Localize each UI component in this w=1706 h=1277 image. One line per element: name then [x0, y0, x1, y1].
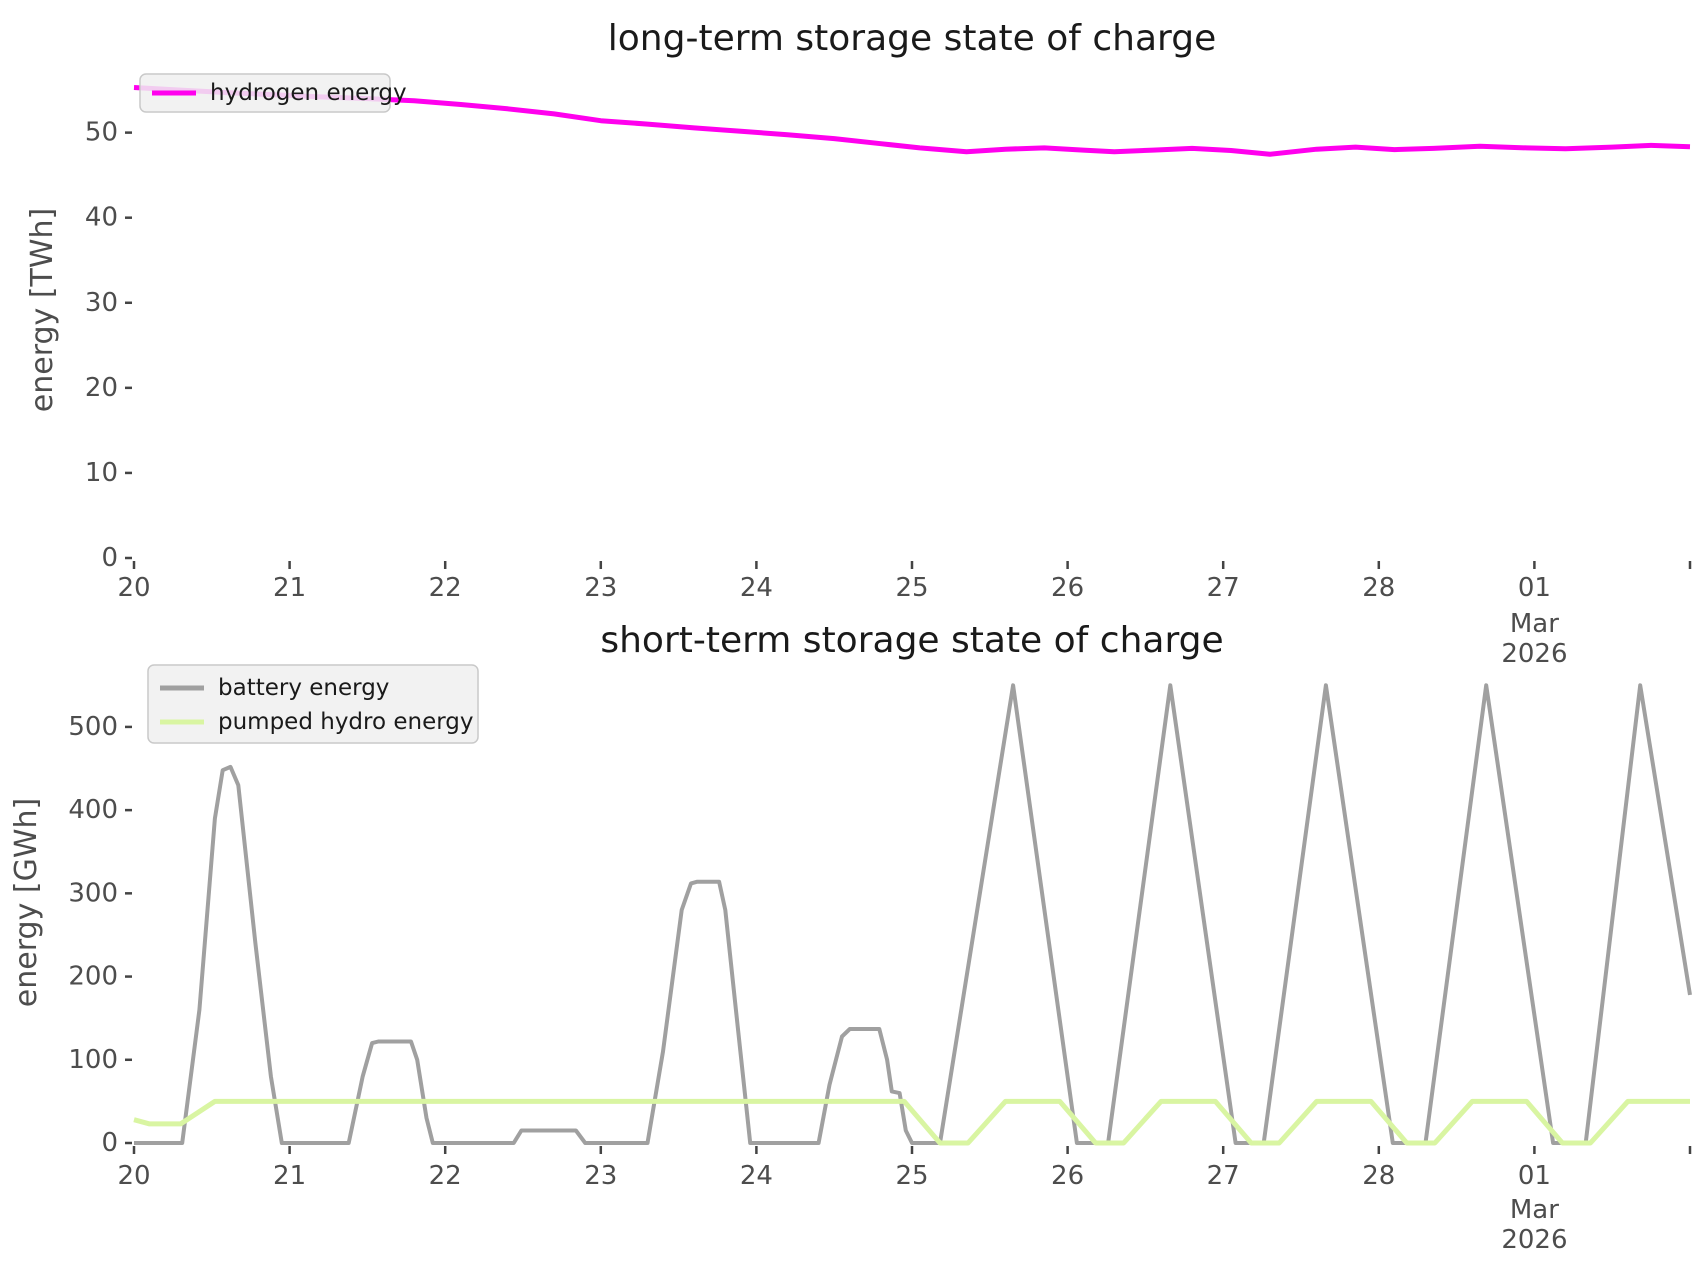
x-tick-label: 21: [273, 1161, 306, 1191]
y-tick-label: 0: [101, 1128, 118, 1158]
chart-title: short-term storage state of charge: [600, 620, 1223, 661]
legend-label: pumped hydro energy: [218, 709, 474, 735]
y-axis-label: energy [GWh]: [9, 798, 44, 1007]
chart-0: long-term storage state of charge energy …: [25, 18, 1692, 669]
x-tick-label: 26: [1051, 1161, 1084, 1191]
y-tick-label: 100: [68, 1045, 118, 1075]
x-tick-sublabel: Mar: [1510, 1195, 1559, 1225]
y-tick-label: 30: [85, 288, 118, 318]
x-tick-label: 20: [117, 573, 150, 603]
chart-1: short-term storage state of charge energy…: [9, 620, 1692, 1255]
y-tick-label: 200: [68, 962, 118, 992]
hydrogen-energy-line: [133, 85, 1691, 157]
x-tick-label: 25: [895, 1161, 928, 1191]
x-tick-label: 20: [117, 1161, 150, 1191]
y-tick-label: 40: [85, 203, 118, 233]
x-tick-label: 21: [273, 573, 306, 603]
x-tick-label: 27: [1207, 573, 1240, 603]
y-tick-label: 50: [85, 118, 118, 148]
x-tick-label: 01: [1518, 573, 1551, 603]
pumped-hydro-energy-line: [133, 1098, 1690, 1146]
y-tick-label: 0: [101, 543, 118, 573]
legend-label: battery energy: [218, 675, 389, 701]
legend-label: hydrogen energy: [210, 80, 407, 106]
x-tick-label: 26: [1051, 573, 1084, 603]
y-tick-label: 10: [85, 458, 118, 488]
x-tick-label: 22: [429, 573, 462, 603]
legend-box: [147, 664, 479, 744]
x-tick-label: 23: [584, 573, 617, 603]
y-tick-label: 400: [68, 795, 118, 825]
x-tick-sublabel: 2026: [1501, 639, 1567, 669]
legend: hydrogen energy: [139, 73, 407, 113]
x-tick-label: 28: [1362, 1161, 1395, 1191]
y-axis-label: energy [TWh]: [25, 208, 60, 412]
x-tick-sublabel: Mar: [1510, 609, 1559, 639]
y-tick-label: 500: [68, 712, 118, 742]
y-tick-label: 300: [68, 878, 118, 908]
y-tick-label: 20: [85, 373, 118, 403]
x-tick-sublabel: 2026: [1501, 1225, 1567, 1255]
x-tick-label: 01: [1518, 1161, 1551, 1191]
x-tick-label: 22: [429, 1161, 462, 1191]
x-tick-label: 25: [895, 573, 928, 603]
x-tick-label: 24: [740, 1161, 773, 1191]
x-tick-label: 24: [740, 573, 773, 603]
chart-title: long-term storage state of charge: [608, 18, 1216, 59]
legend-box: [139, 73, 391, 113]
x-tick-label: 28: [1362, 573, 1395, 603]
x-tick-label: 23: [584, 1161, 617, 1191]
battery-energy-line: [134, 683, 1692, 1145]
legend: battery energy pumped hydro energy: [147, 664, 479, 744]
x-tick-label: 27: [1207, 1161, 1240, 1191]
